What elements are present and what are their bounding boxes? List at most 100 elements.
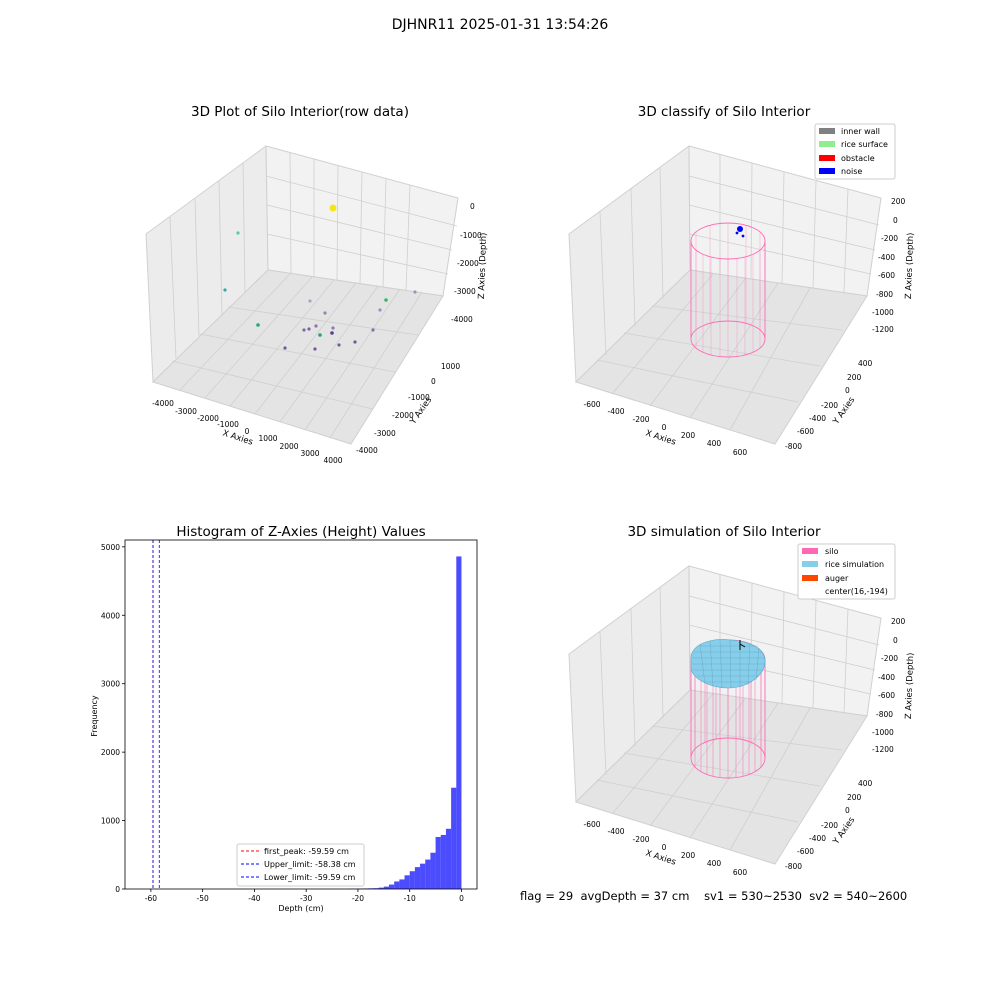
histogram-bar: [389, 884, 395, 889]
sim-ztick: 200: [891, 617, 906, 626]
legend-swatch: [819, 155, 835, 161]
classify-xtick: 0: [662, 423, 667, 432]
raw-ztick: -1000: [460, 231, 482, 240]
classify-noise-point: [735, 231, 739, 235]
sim-xtick: -200: [632, 835, 649, 844]
classify-xtick: 200: [681, 431, 696, 440]
legend-label: Lower_limit: -59.59 cm: [264, 873, 356, 882]
histogram-xtick-label: -10: [404, 894, 416, 903]
sim-ytick: 0: [845, 806, 850, 815]
classify-xtick: -400: [607, 407, 624, 416]
raw-ztick: -4000: [451, 315, 473, 324]
raw-point: [236, 231, 240, 235]
status-sv1: sv1 = 530~2530: [704, 889, 802, 903]
legend-label: obstacle: [841, 154, 875, 163]
raw-xlabel: X Axies: [221, 428, 254, 447]
raw-point: [313, 347, 317, 351]
raw-point: [384, 298, 388, 302]
histogram-xtick-label: -30: [300, 894, 312, 903]
raw-ytick: -1000: [408, 393, 430, 402]
legend-swatch: [819, 141, 835, 147]
classify-xtick: -600: [583, 400, 600, 409]
histogram-xtick-label: -50: [197, 894, 209, 903]
raw-ztick: -2000: [457, 259, 479, 268]
classify-ztick: -400: [878, 253, 895, 262]
histogram-bar: [425, 859, 431, 889]
histogram-bar: [378, 887, 384, 889]
histogram-bar: [435, 836, 441, 889]
histogram-bar: [399, 879, 405, 889]
raw-point: [329, 204, 337, 212]
classify-noise-point: [741, 234, 745, 238]
classify-ztick: -600: [878, 271, 895, 280]
classify-plot-title: 3D classify of Silo Interior: [637, 104, 811, 120]
raw-xtick: -1000: [217, 420, 239, 429]
raw-ytick: -4000: [356, 446, 378, 455]
raw-ztick: 0: [470, 202, 475, 211]
histogram-bar: [414, 867, 421, 889]
raw-point: [378, 308, 382, 312]
histogram-bar: [420, 863, 426, 889]
sim-ztick: -800: [876, 710, 893, 719]
histogram-xtick-label: 0: [459, 894, 464, 903]
raw-plot-title: 3D Plot of Silo Interior(row data): [191, 104, 409, 120]
histogram-vlines: [152, 540, 160, 889]
raw-point: [337, 343, 341, 347]
raw-xtick: 3000: [300, 449, 319, 458]
legend-label: noise: [841, 167, 862, 176]
raw-xtick: -3000: [175, 407, 197, 416]
sim-ztick: 0: [893, 636, 898, 645]
histogram-title: Histogram of Z-Axies (Height) Values: [176, 524, 426, 540]
raw-ytick: 1000: [441, 362, 460, 371]
histogram-bar: [456, 556, 462, 889]
raw-zlabel: Z Axies (Depth): [477, 232, 489, 299]
histogram-ytick-label: 1000: [101, 817, 120, 826]
histogram-chart: -60 -50 -40 -30 -20 -10 0 0 1000 2000 3000 4000 500…: [90, 539, 478, 913]
classify-legend: inner wall rice surface obstacle noise: [814, 123, 896, 180]
figure-title: DJHNR11 2025-01-31 13:54:26: [391, 17, 609, 33]
raw-xtick: -2000: [197, 414, 219, 423]
legend-swatch: [819, 128, 835, 134]
sim-gridlines: [596, 574, 880, 851]
classify-ytick: 0: [845, 386, 850, 395]
sim-auger: [739, 640, 746, 650]
sim-3d-plot: silo rice simulation auger center(16,-19…: [568, 543, 916, 877]
histogram-axes-frame: [124, 539, 478, 890]
raw-3d-plot: -4000 -3000 -2000 -1000 0 1000 2000 3000…: [145, 145, 489, 465]
raw-point: [302, 328, 306, 332]
sim-floor-pane: [575, 689, 868, 865]
raw-floor-pane: [152, 269, 444, 445]
histogram-xtick-label: -40: [248, 894, 260, 903]
classify-xtick: 600: [733, 448, 748, 457]
raw-point: [314, 324, 318, 328]
histogram-yticks: 0 1000 2000 3000 4000 5000: [101, 543, 125, 894]
classify-ytick: -400: [809, 414, 826, 423]
status-sv2: sv2 = 540~2600: [809, 889, 908, 903]
classify-xtick: -200: [632, 415, 649, 424]
histogram-bar: [451, 787, 457, 889]
histogram-ytick-label: 2000: [101, 748, 120, 757]
sim-ytick: -600: [797, 847, 814, 856]
status-line: flag = 29 avgDepth = 37 cm sv1 = 530~253…: [520, 889, 907, 903]
legend-swatch: [802, 548, 818, 554]
sim-plot-title: 3D simulation of Silo Interior: [627, 524, 821, 540]
legend-label: center(16,-194): [825, 587, 888, 596]
histogram-bar: [409, 871, 415, 889]
histogram-bar: [383, 886, 389, 889]
legend-label: rice simulation: [825, 560, 884, 569]
classify-zlabel: Z Axies (Depth): [904, 232, 916, 299]
status-flag: flag = 29: [520, 889, 574, 903]
classify-ztick: -1200: [872, 325, 894, 334]
raw-xtick: 2000: [279, 442, 298, 451]
histogram-xlabel: Depth (cm): [278, 904, 323, 913]
classify-ztick: 0: [893, 216, 898, 225]
sim-zlabel: Z Axies (Depth): [904, 652, 916, 719]
raw-point: [308, 299, 312, 303]
classify-gridlines: [596, 154, 880, 431]
raw-xtick: 4000: [323, 456, 342, 465]
classify-ytick: -600: [797, 427, 814, 436]
legend-label: rice surface: [841, 140, 888, 149]
histogram-xticks: -60 -50 -40 -30 -20 -10 0: [145, 889, 464, 903]
sim-xtick: -400: [607, 827, 624, 836]
sim-ytick: 200: [847, 793, 862, 802]
